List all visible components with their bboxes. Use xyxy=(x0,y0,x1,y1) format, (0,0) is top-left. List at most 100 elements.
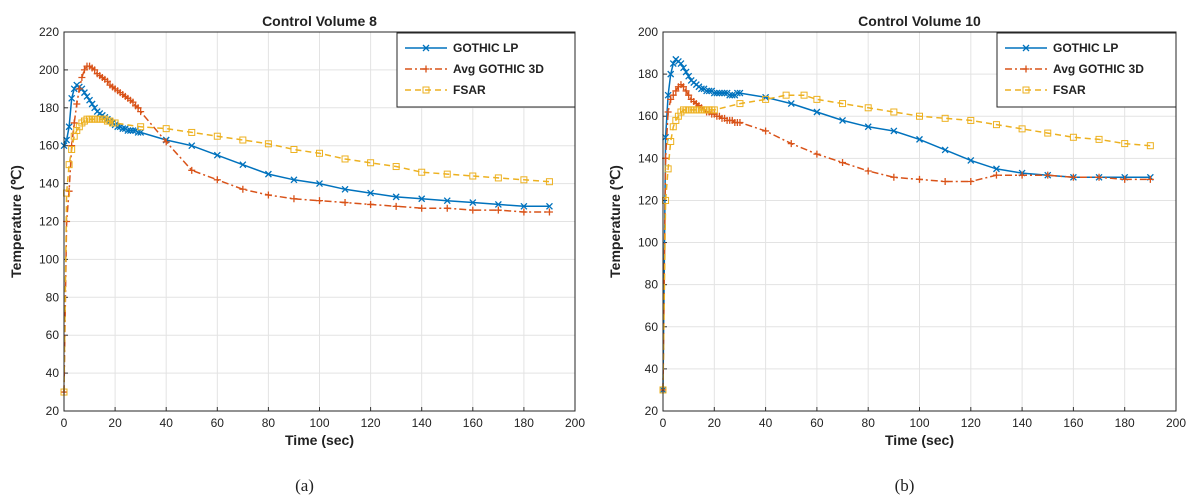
data-point xyxy=(713,89,721,97)
x-tick-label: 100 xyxy=(909,416,929,430)
data-point xyxy=(1146,142,1154,150)
data-point xyxy=(73,100,81,108)
data-point xyxy=(992,121,1000,129)
data-point xyxy=(316,197,323,205)
data-point xyxy=(494,206,502,214)
legend-label: Avg GOTHIC 3D xyxy=(1053,62,1144,76)
data-point xyxy=(80,66,88,74)
legend-item: FSAR xyxy=(1005,83,1086,97)
y-tick-label: 160 xyxy=(638,109,658,123)
data-point xyxy=(890,127,898,135)
data-point xyxy=(736,119,744,127)
data-point xyxy=(520,176,528,184)
chart-title: Control Volume 10 xyxy=(858,13,981,29)
data-point xyxy=(916,135,923,143)
data-point xyxy=(129,127,137,134)
data-point xyxy=(316,149,323,157)
data-point xyxy=(1069,173,1077,181)
data-point xyxy=(290,145,298,153)
x-tick-label: 160 xyxy=(1063,416,1083,430)
legend: GOTHIC LP Avg GOTHIC 3D FSAR xyxy=(996,32,1177,108)
chart-title: Control Volume 8 xyxy=(262,13,377,29)
legend-box xyxy=(996,32,1177,108)
data-point xyxy=(733,89,741,97)
data-point xyxy=(83,92,91,100)
data-point xyxy=(443,204,451,212)
y-tick-label: 60 xyxy=(46,328,60,342)
data-point xyxy=(941,146,949,154)
data-point xyxy=(992,165,1000,173)
y-tick-label: 40 xyxy=(46,366,60,380)
data-point xyxy=(264,170,272,178)
x-tick-labels: 0 20 40 60 80 100 120 140 160 180 200 xyxy=(61,407,585,430)
legend-item: FSAR xyxy=(405,83,486,97)
data-point xyxy=(736,89,744,97)
data-point xyxy=(677,60,685,68)
y-tick-label: 20 xyxy=(46,404,60,418)
data-point xyxy=(710,89,718,97)
series-line xyxy=(63,65,550,393)
legend-marker xyxy=(422,86,430,94)
y-axis-label: Temperature (℃) xyxy=(8,165,24,278)
y-tick-label: 40 xyxy=(645,362,659,376)
x-tick-label: 40 xyxy=(759,416,773,430)
data-point xyxy=(129,98,137,106)
data-point xyxy=(290,195,298,203)
x-tick-label: 20 xyxy=(708,416,722,430)
data-point xyxy=(91,104,99,112)
data-point xyxy=(787,100,795,108)
data-point xyxy=(839,159,847,167)
data-point xyxy=(992,171,1000,179)
y-tick-labels: 20 40 60 80 100 120 140 160 180 200 220 xyxy=(39,25,68,418)
data-point xyxy=(213,132,221,140)
data-point xyxy=(813,150,821,158)
data-point xyxy=(728,91,736,99)
legend-item: GOTHIC LP xyxy=(1005,41,1118,55)
data-point xyxy=(1069,133,1077,141)
data-point xyxy=(800,91,808,99)
data-point xyxy=(134,104,142,112)
data-point xyxy=(367,189,375,197)
x-tick-label: 80 xyxy=(262,416,276,430)
legend: GOTHIC LP Avg GOTHIC 3D FSAR xyxy=(396,32,576,108)
data-point xyxy=(1044,171,1052,179)
data-point xyxy=(188,166,196,174)
data-point xyxy=(86,96,94,104)
series-line xyxy=(63,118,550,393)
data-point xyxy=(137,123,145,131)
y-tick-label: 200 xyxy=(638,25,658,39)
x-tick-label: 180 xyxy=(514,416,534,430)
legend-box xyxy=(396,32,576,108)
y-tick-label: 160 xyxy=(39,139,59,153)
data-point xyxy=(188,142,196,150)
data-point xyxy=(91,66,99,74)
data-point xyxy=(1044,129,1052,137)
data-point xyxy=(813,108,821,116)
data-point xyxy=(916,112,923,120)
data-point xyxy=(469,206,477,214)
x-axis-label: Time (sec) xyxy=(285,432,354,448)
data-point xyxy=(1095,173,1103,181)
data-point xyxy=(864,123,872,131)
data-point xyxy=(545,178,553,186)
data-point xyxy=(70,119,78,127)
data-point xyxy=(1121,140,1129,148)
x-tick-label: 120 xyxy=(361,416,381,430)
data-point xyxy=(111,119,119,127)
x-axis-label: Time (sec) xyxy=(885,432,954,448)
data-point xyxy=(664,165,672,173)
legend-marker xyxy=(422,65,430,73)
x-tick-label: 0 xyxy=(660,416,667,430)
data-point xyxy=(1095,135,1103,143)
data-point xyxy=(316,180,323,188)
data-point xyxy=(667,137,675,145)
y-tick-label: 180 xyxy=(39,101,59,115)
legend-item: GOTHIC LP xyxy=(405,41,518,55)
data-point xyxy=(682,87,690,95)
data-point xyxy=(669,60,677,68)
data-point xyxy=(137,128,145,136)
data-point xyxy=(213,176,221,184)
data-point xyxy=(664,108,672,116)
y-tick-label: 120 xyxy=(39,215,59,229)
